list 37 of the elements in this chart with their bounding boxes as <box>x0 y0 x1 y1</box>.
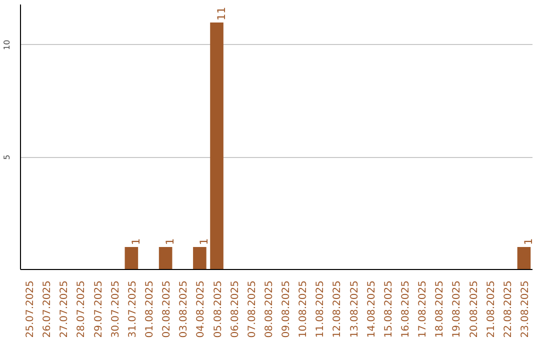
x-tick-label: 08.08.2025 <box>264 280 275 338</box>
data-label: 1 <box>198 238 211 246</box>
x-tick-label: 29.07.2025 <box>93 280 104 338</box>
data-label: 11 <box>214 6 228 20</box>
x-tick-label: 01.08.2025 <box>144 280 156 338</box>
x-tick-label: 23.08.2025 <box>520 280 531 338</box>
x-tick-label: 05.08.2025 <box>212 280 224 338</box>
x-tick-label: 25.07.2025 <box>25 280 36 338</box>
x-tick-label: 16.08.2025 <box>400 280 412 338</box>
data-label: 1 <box>129 238 142 246</box>
x-tick-label: 03.08.2025 <box>178 280 190 338</box>
x-tick-label: 15.08.2025 <box>383 280 394 338</box>
x-tick-label: 20.08.2025 <box>468 280 480 338</box>
x-tick-label: 22.08.2025 <box>502 280 514 338</box>
x-tick-label: 30.07.2025 <box>110 280 122 338</box>
x-tick-label: 28.07.2025 <box>76 280 88 338</box>
x-tick-label: 27.07.2025 <box>59 280 70 338</box>
x-tick-label: 13.08.2025 <box>349 280 360 338</box>
x-tick-label: 04.08.2025 <box>196 280 207 338</box>
x-tick-label: 26.07.2025 <box>42 280 54 338</box>
x-tick-label: 14.08.2025 <box>366 280 378 338</box>
x-tick-label: 17.08.2025 <box>418 280 429 338</box>
x-tick-label: 21.08.2025 <box>486 280 497 338</box>
x-tick-label: 11.08.2025 <box>315 280 326 338</box>
x-tick-label: 12.08.2025 <box>332 280 344 338</box>
x-tick-label: 09.08.2025 <box>281 280 292 338</box>
data-label: 1 <box>164 238 177 246</box>
x-tick-label: 07.08.2025 <box>246 280 258 338</box>
x-tick-label: 18.08.2025 <box>434 280 446 338</box>
x-tick-label: 06.08.2025 <box>230 280 241 338</box>
data-label: 1 <box>522 238 535 246</box>
x-tick-label: 19.08.2025 <box>452 280 463 338</box>
x-tick-label: 10.08.2025 <box>298 280 310 338</box>
x-tick-label: 31.07.2025 <box>127 280 138 338</box>
y-tick-label: 5 <box>2 154 12 160</box>
x-tick-label: 02.08.2025 <box>162 280 173 338</box>
y-tick-label: 10 <box>2 40 12 50</box>
